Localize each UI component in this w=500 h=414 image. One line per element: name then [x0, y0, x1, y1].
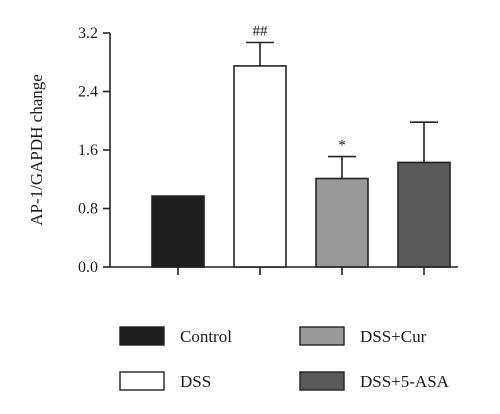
significance-marker: * — [338, 138, 346, 154]
bar-control — [151, 195, 205, 268]
legend-swatch — [299, 326, 345, 346]
legend-swatch — [119, 371, 165, 391]
x-axis — [110, 266, 458, 275]
legend-label: DSS — [180, 372, 211, 391]
significance-marker: ## — [253, 24, 269, 40]
legend-swatch — [299, 371, 345, 391]
legend-label: DSS+Cur — [360, 327, 427, 346]
legend-label: DSS+5-ASA — [360, 372, 450, 391]
y-tick-label: 0.0 — [78, 259, 98, 276]
bar-dss-cur — [315, 177, 369, 268]
y-tick-label: 3.2 — [78, 25, 98, 42]
error-bars — [246, 41, 438, 179]
legend: Control DSS DSS+Cur DSS+5-ASA — [119, 326, 450, 391]
legend-label: Control — [180, 327, 232, 346]
y-axis: 0.0 0.8 1.6 2.4 3.2 — [78, 25, 111, 276]
bar-dss — [233, 65, 287, 268]
y-tick-label: 0.8 — [78, 201, 98, 218]
bars — [151, 65, 451, 268]
y-tick-label: 2.4 — [78, 84, 98, 101]
y-tick-label: 1.6 — [78, 142, 98, 159]
significance-markers: ## * — [253, 24, 346, 154]
legend-swatch — [119, 326, 165, 346]
y-axis-title: AP-1/GAPDH change — [27, 74, 46, 226]
bar-dss-5-asa — [397, 161, 451, 268]
